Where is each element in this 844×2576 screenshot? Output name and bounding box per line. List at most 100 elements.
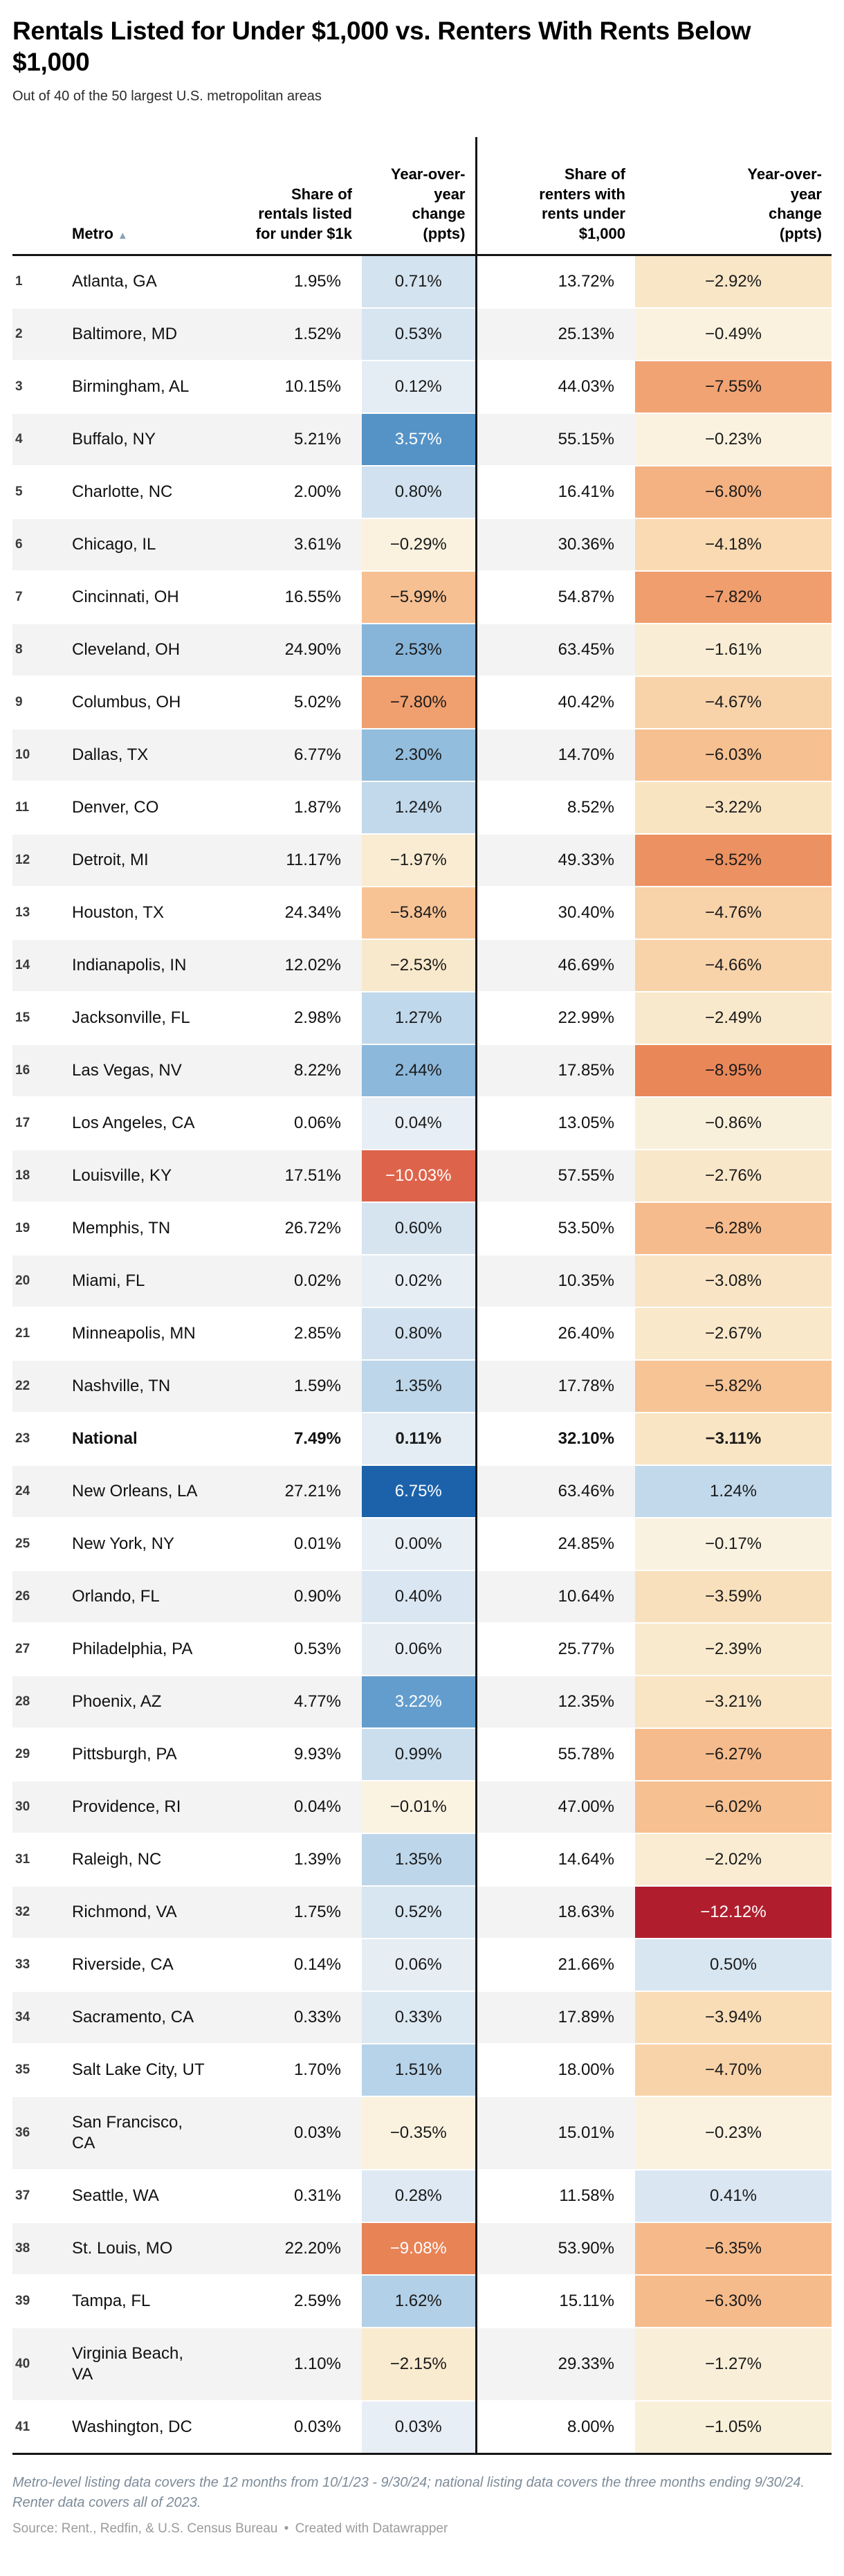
table-row: 20 Miami, FL 0.02% 0.02% 10.35% −3.08% [12, 1254, 832, 1308]
share-listed-cell: 0.01% [217, 1517, 362, 1571]
yoy-renters-cell: −8.52% [635, 833, 832, 887]
yoy-renters-cell: −2.49% [635, 991, 832, 1045]
yoy-listed-cell: 1.62% [362, 2274, 476, 2328]
yoy-listed-cell: 1.35% [362, 1833, 476, 1887]
col-header-share-listed[interactable]: Share of rentals listed for under $1k [217, 137, 362, 256]
rank-cell: 33 [12, 1938, 68, 1992]
share-renters-cell: 57.55% [475, 1149, 635, 1203]
yoy-renters-cell: −6.27% [635, 1727, 832, 1781]
page-title: Rentals Listed for Under $1,000 vs. Rent… [12, 17, 751, 77]
rank-cell: 36 [12, 2096, 68, 2170]
col-header-metro[interactable]: Metro ▲ [68, 137, 217, 256]
yoy-renters-cell: −1.27% [635, 2327, 832, 2402]
footnote: Metro-level listing data covers the 12 m… [12, 2474, 805, 2510]
share-renters-cell: 26.40% [475, 1307, 635, 1361]
share-listed-cell: 12.02% [217, 938, 362, 992]
yoy-renters-cell: −4.67% [635, 675, 832, 729]
yoy-renters-cell: −6.30% [635, 2274, 832, 2328]
chart-header: Rentals Listed for Under $1,000 vs. Rent… [12, 15, 832, 105]
yoy-renters-cell: −7.55% [635, 360, 832, 414]
table-row: 6 Chicago, IL 3.61% −0.29% 30.36% −4.18% [12, 518, 832, 572]
table-row: 37 Seattle, WA 0.31% 0.28% 11.58% 0.41% [12, 2169, 832, 2223]
metro-cell: Baltimore, MD [68, 307, 217, 361]
share-listed-cell: 3.61% [217, 518, 362, 572]
share-renters-cell: 17.85% [475, 1044, 635, 1098]
yoy-listed-cell: 2.44% [362, 1044, 476, 1098]
table-row: 27 Philadelphia, PA 0.53% 0.06% 25.77% −2.39% [12, 1622, 832, 1676]
yoy-renters-cell: −0.49% [635, 307, 832, 361]
share-listed-cell: 11.17% [217, 833, 362, 887]
yoy-listed-cell: 0.52% [362, 1885, 476, 1939]
metro-cell: Salt Lake City, UT [68, 2043, 217, 2097]
yoy-renters-cell: −3.22% [635, 781, 832, 835]
share-renters-cell: 10.64% [475, 1570, 635, 1624]
col-header-yoy-listed[interactable]: Year-over-year change (ppts) [362, 137, 476, 256]
yoy-renters-cell: 1.24% [635, 1464, 832, 1518]
rank-cell: 23 [12, 1412, 68, 1466]
table-row: 24 New Orleans, LA 27.21% 6.75% 63.46% 1.24% [12, 1464, 832, 1518]
table-row: 25 New York, NY 0.01% 0.00% 24.85% −0.17% [12, 1517, 832, 1571]
share-listed-cell: 1.39% [217, 1833, 362, 1887]
metro-cell: Atlanta, GA [68, 255, 217, 309]
yoy-listed-cell: −10.03% [362, 1149, 476, 1203]
share-renters-cell: 54.87% [475, 570, 635, 624]
yoy-listed-cell: 0.60% [362, 1201, 476, 1255]
metro-cell: Denver, CO [68, 781, 217, 835]
table-row: 1 Atlanta, GA 1.95% 0.71% 13.72% −2.92% [12, 255, 832, 309]
share-renters-cell: 46.69% [475, 938, 635, 992]
rank-cell: 34 [12, 1990, 68, 2044]
datawrapper-credit-link[interactable]: Created with Datawrapper [295, 2521, 448, 2536]
table-row: 18 Louisville, KY 17.51% −10.03% 57.55% −2.76… [12, 1149, 832, 1203]
table-row: 34 Sacramento, CA 0.33% 0.33% 17.89% −3.94% [12, 1990, 832, 2044]
table-row: 13 Houston, TX 24.34% −5.84% 30.40% −4.76% [12, 886, 832, 940]
share-renters-cell: 25.77% [475, 1622, 635, 1676]
table-row: 41 Washington, DC 0.03% 0.03% 8.00% −1.05% [12, 2400, 832, 2455]
table-row: 39 Tampa, FL 2.59% 1.62% 15.11% −6.30% [12, 2274, 832, 2328]
share-listed-cell: 0.04% [217, 1780, 362, 1834]
yoy-renters-cell: −0.23% [635, 412, 832, 466]
yoy-listed-cell: 1.35% [362, 1359, 476, 1413]
table-row: 15 Jacksonville, FL 2.98% 1.27% 22.99% −2.49% [12, 991, 832, 1045]
share-renters-cell: 15.01% [475, 2096, 635, 2170]
yoy-renters-cell: −4.76% [635, 886, 832, 940]
share-renters-cell: 12.35% [475, 1675, 635, 1729]
share-listed-cell: 6.77% [217, 728, 362, 782]
share-renters-cell: 16.41% [475, 465, 635, 519]
col-header-yoy-renters-label: Year-over-year change (ppts) [747, 165, 822, 243]
table-row: 10 Dallas, TX 6.77% 2.30% 14.70% −6.03% [12, 728, 832, 782]
rank-cell: 22 [12, 1359, 68, 1413]
rank-cell: 30 [12, 1780, 68, 1834]
rank-cell: 32 [12, 1885, 68, 1939]
sort-ascending-icon: ▲ [117, 230, 128, 242]
metro-cell: Cleveland, OH [68, 623, 217, 677]
table-row: 8 Cleveland, OH 24.90% 2.53% 63.45% −1.61% [12, 623, 832, 677]
share-renters-cell: 29.33% [475, 2327, 635, 2402]
yoy-listed-cell: −0.01% [362, 1780, 476, 1834]
yoy-listed-cell: 0.12% [362, 360, 476, 414]
table-row: 19 Memphis, TN 26.72% 0.60% 53.50% −6.28% [12, 1201, 832, 1255]
share-renters-cell: 18.63% [475, 1885, 635, 1939]
metro-cell: Chicago, IL [68, 518, 217, 572]
yoy-renters-cell: −2.92% [635, 255, 832, 309]
metro-cell: Miami, FL [68, 1254, 217, 1308]
share-listed-cell: 0.31% [217, 2169, 362, 2223]
share-renters-cell: 14.64% [475, 1833, 635, 1887]
yoy-renters-cell: −3.94% [635, 1990, 832, 2044]
yoy-listed-cell: 0.28% [362, 2169, 476, 2223]
rank-cell: 35 [12, 2043, 68, 2097]
yoy-listed-cell: −0.29% [362, 518, 476, 572]
rank-cell: 40 [12, 2327, 68, 2402]
yoy-renters-cell: −1.61% [635, 623, 832, 677]
yoy-listed-cell: 0.71% [362, 255, 476, 309]
metro-cell: Philadelphia, PA [68, 1622, 217, 1676]
table-row: 21 Minneapolis, MN 2.85% 0.80% 26.40% −2.67% [12, 1307, 832, 1361]
col-header-yoy-renters[interactable]: Year-over-year change (ppts) [635, 137, 832, 256]
metro-cell: Charlotte, NC [68, 465, 217, 519]
metro-cell: Indianapolis, IN [68, 938, 217, 992]
rank-cell: 12 [12, 833, 68, 887]
share-listed-cell: 0.02% [217, 1254, 362, 1308]
col-header-share-renters[interactable]: Share of renters with rents under $1,000 [475, 137, 635, 256]
footer-separator: • [284, 2521, 289, 2536]
yoy-renters-cell: −6.02% [635, 1780, 832, 1834]
yoy-renters-cell: −4.18% [635, 518, 832, 572]
